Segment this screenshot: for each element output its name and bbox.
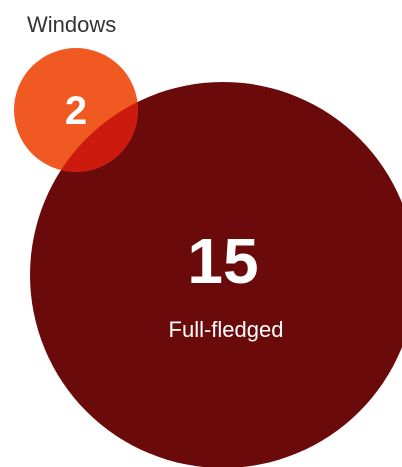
venn-set-full-fledged [30,82,402,467]
full-fledged-value: 15 [187,225,258,297]
chart-title: Windows [27,12,117,37]
windows-value: 2 [65,89,87,133]
full-fledged-label: Full-fledged [169,317,284,342]
